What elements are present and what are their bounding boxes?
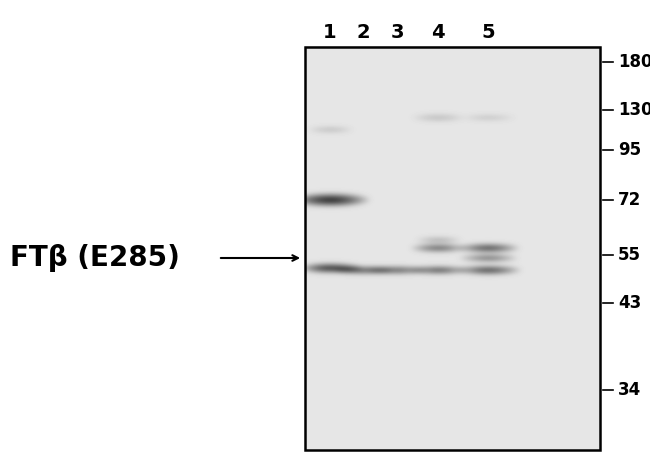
Text: 3: 3	[390, 23, 404, 41]
Text: 180: 180	[618, 53, 650, 71]
Text: 95: 95	[618, 141, 641, 159]
Bar	[305, 47, 600, 450]
Text: 5: 5	[481, 23, 495, 41]
Text: 130: 130	[618, 101, 650, 119]
Text: 55: 55	[618, 246, 641, 264]
Text: 1: 1	[323, 23, 337, 41]
Text: 43: 43	[618, 294, 642, 312]
Text: FTβ (E285): FTβ (E285)	[10, 244, 180, 272]
Text: 34: 34	[618, 381, 642, 399]
Text: 2: 2	[356, 23, 370, 41]
Text: 4: 4	[431, 23, 445, 41]
Text: 72: 72	[618, 191, 642, 209]
